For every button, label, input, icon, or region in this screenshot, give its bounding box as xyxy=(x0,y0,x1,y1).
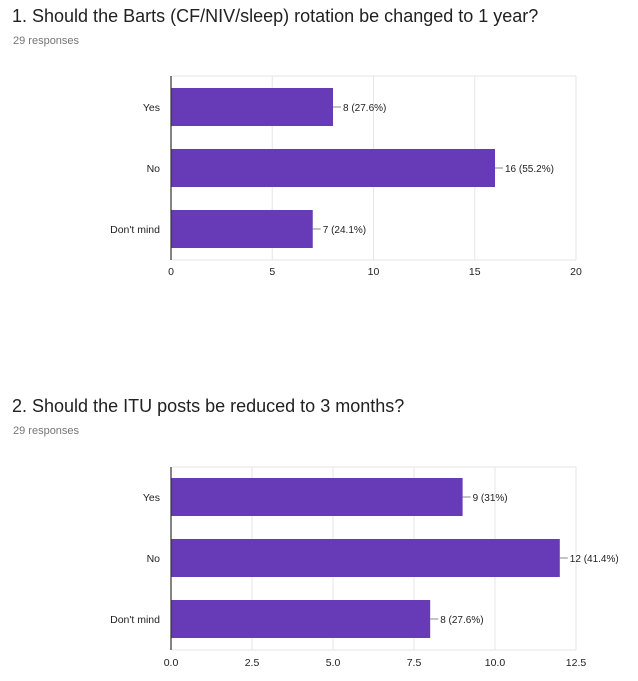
bar xyxy=(171,478,463,516)
x-tick-label: 5.0 xyxy=(326,657,341,669)
bar xyxy=(171,210,313,248)
bar xyxy=(171,539,560,577)
x-tick-label: 20 xyxy=(570,266,582,278)
question-2-response-count: 29 responses xyxy=(13,425,80,437)
bar xyxy=(171,600,431,638)
question-2-chart: 0.0 2.5 5.0 7.5 10.0 12.5 Yes 9 (31%) No 12 (41.4… xyxy=(110,466,619,669)
data-label: 8 (27.6%) xyxy=(440,615,483,626)
x-tick-label: 5 xyxy=(269,266,275,278)
data-label: 7 (24.1%) xyxy=(323,225,366,236)
x-tick-label: 0.0 xyxy=(164,657,179,669)
bar xyxy=(171,88,333,126)
x-tick-label: 0 xyxy=(168,266,174,278)
x-tick-label: 2.5 xyxy=(245,657,260,669)
question-1-title: 1. Should the Barts (CF/NIV/sleep) rotat… xyxy=(12,6,539,26)
question-1-response-count: 29 responses xyxy=(13,35,80,47)
category-label: Yes xyxy=(143,492,160,504)
data-label: 8 (27.6%) xyxy=(343,103,386,114)
x-tick-label: 15 xyxy=(469,266,481,278)
x-tick-label: 7.5 xyxy=(407,657,422,669)
category-label: Yes xyxy=(143,102,160,114)
category-label: Don't mind xyxy=(110,224,160,236)
bar xyxy=(171,149,495,187)
question-2-title: 2. Should the ITU posts be reduced to 3 … xyxy=(12,396,405,416)
data-label: 12 (41.4%) xyxy=(570,554,619,565)
x-tick-label: 12.5 xyxy=(566,657,587,669)
category-label: No xyxy=(147,553,161,565)
data-label: 16 (55.2%) xyxy=(505,164,554,175)
category-label: No xyxy=(147,163,161,175)
category-label: Don't mind xyxy=(110,614,160,626)
x-tick-label: 10 xyxy=(368,266,380,278)
question-1-chart: 0 5 10 15 20 Yes 8 (27.6%) No 16 (55.2%) Don't mi… xyxy=(110,75,582,278)
data-label: 9 (31%) xyxy=(473,493,508,504)
x-tick-label: 10.0 xyxy=(485,657,506,669)
